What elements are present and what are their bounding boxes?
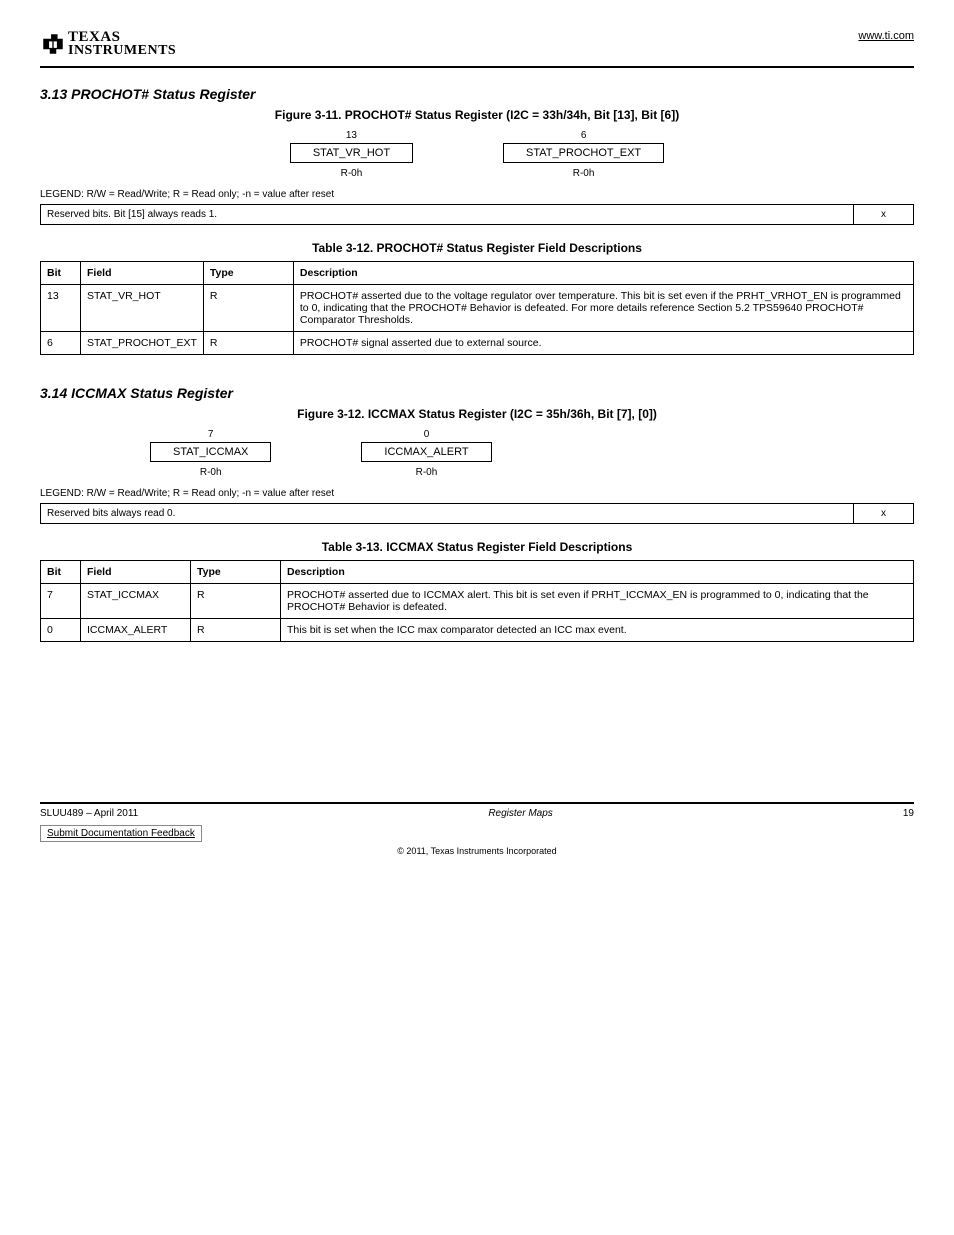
table-row: 0 ICCMAX_ALERT R This bit is set when th… (41, 618, 914, 641)
section-heading: 3.14 ICCMAX Status Register (40, 385, 914, 401)
feedback-link[interactable]: Submit Documentation Feedback (40, 825, 202, 842)
bit-label-box: STAT_PROCHOT_EXT (503, 143, 664, 163)
table-caption: Table 3-12. PROCHOT# Status Register Fie… (40, 241, 914, 255)
legend-cell: Reserved bits always read 0. (41, 503, 854, 523)
ti-logo: TEXAS INSTRUMENTS (40, 30, 176, 58)
legend-table: Reserved bits always read 0. x (40, 503, 914, 524)
table-row: 7 STAT_ICCMAX R PROCHOT# asserted due to… (41, 583, 914, 618)
bitfield-diagram: 7 STAT_ICCMAX R-0h 0 ICCMAX_ALERT R-0h (150, 429, 914, 478)
table-row: 6 STAT_PROCHOT_EXT R PROCHOT# signal ass… (41, 331, 914, 354)
legend-cell: x (854, 503, 914, 523)
table-caption: Table 3-13. ICCMAX Status Register Field… (40, 540, 914, 554)
footer-row-1: SLUU489 – April 2011 Register Maps 19 (40, 808, 914, 819)
bit-label-box: STAT_VR_HOT (290, 143, 413, 163)
table-row: 13 STAT_VR_HOT R PROCHOT# asserted due t… (41, 284, 914, 331)
figure-caption: Figure 3-11. PROCHOT# Status Register (I… (40, 108, 914, 122)
logo-text-line2: INSTRUMENTS (68, 44, 176, 57)
bit-rw: R-0h (200, 467, 222, 478)
field-desc-table: Bit Field Type Description 13 STAT_VR_HO… (40, 261, 914, 355)
section-3-14: 3.14 ICCMAX Status Register Figure 3-12.… (40, 385, 914, 642)
section-heading: 3.13 PROCHOT# Status Register (40, 86, 914, 102)
header-rule (40, 66, 914, 68)
legend-text: LEGEND: R/W = Read/Write; R = Read only;… (40, 488, 914, 499)
legend-table: Reserved bits. Bit [15] always reads 1. … (40, 204, 914, 225)
bitfield-diagram: 13 STAT_VR_HOT R-0h 6 STAT_PROCHOT_EXT R… (40, 130, 914, 179)
section-3-13: 3.13 PROCHOT# Status Register Figure 3-1… (40, 86, 914, 355)
bit-label-box: STAT_ICCMAX (150, 442, 271, 462)
bit-rw: R-0h (573, 168, 595, 179)
field-desc-table: Bit Field Type Description 7 STAT_ICCMAX… (40, 560, 914, 642)
footer-docnum: SLUU489 – April 2011 (40, 808, 138, 819)
col-header: Field (81, 560, 191, 583)
legend-cell: Reserved bits. Bit [15] always reads 1. (41, 204, 854, 224)
bit-number: 7 (208, 429, 214, 440)
col-header: Field (81, 261, 204, 284)
bit-number: 0 (424, 429, 430, 440)
col-header: Description (293, 261, 913, 284)
footer-title: Register Maps (138, 808, 903, 819)
col-header: Type (191, 560, 281, 583)
ti-chip-icon (40, 31, 66, 57)
figure-caption: Figure 3-12. ICCMAX Status Register (I2C… (40, 407, 914, 421)
bit-number: 6 (581, 130, 587, 141)
bit-number: 13 (346, 130, 357, 141)
copyright: © 2011, Texas Instruments Incorporated (40, 846, 914, 856)
legend-cell: x (854, 204, 914, 224)
logo-text-line1: TEXAS (68, 30, 176, 44)
legend-text: LEGEND: R/W = Read/Write; R = Read only;… (40, 189, 914, 200)
col-header: Bit (41, 261, 81, 284)
footer-rule-heavy (40, 802, 914, 804)
header-url-link[interactable]: www.ti.com (858, 30, 914, 42)
bit-label-box: ICCMAX_ALERT (361, 442, 491, 462)
page-header: TEXAS INSTRUMENTS www.ti.com (40, 30, 914, 58)
col-header: Bit (41, 560, 81, 583)
bit-rw: R-0h (341, 168, 363, 179)
bit-rw: R-0h (416, 467, 438, 478)
col-header: Description (281, 560, 914, 583)
footer-page: 19 (903, 808, 914, 819)
col-header: Type (203, 261, 293, 284)
